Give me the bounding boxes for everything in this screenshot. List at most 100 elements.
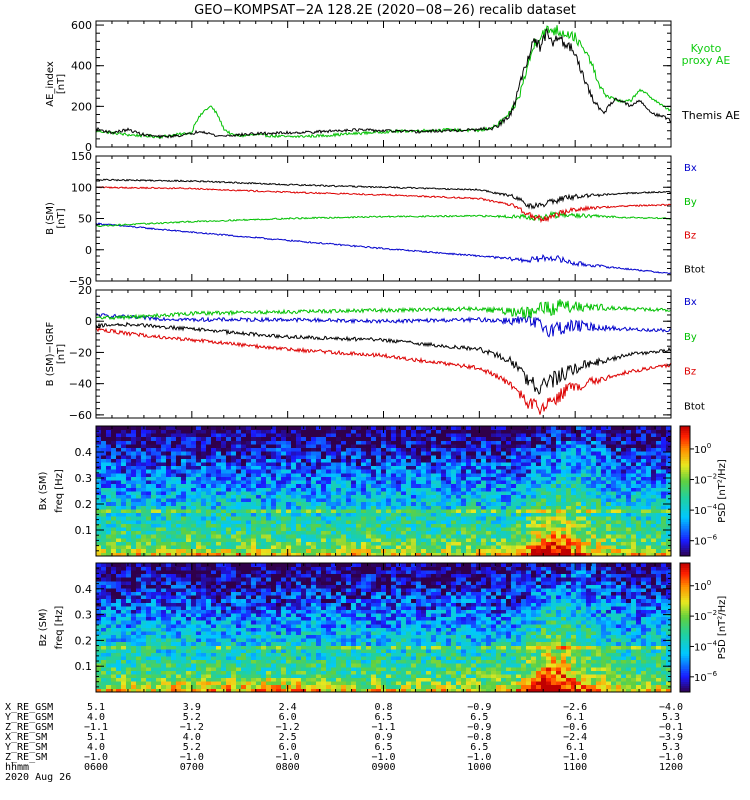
spectrogram-cell (101, 451, 107, 456)
spectrogram-cell (126, 444, 132, 449)
spectrogram-cell (426, 465, 432, 470)
spectrogram-cell (116, 534, 122, 539)
spectrogram-cell (621, 530, 627, 535)
spectrogram-cell (381, 512, 387, 517)
spectrogram-cell (196, 454, 202, 459)
spectrogram-cell (476, 541, 482, 546)
spectrogram-cell (246, 440, 252, 445)
spectrogram-cell (466, 498, 472, 503)
spectrogram-cell (546, 444, 552, 449)
spectrogram-cell (476, 487, 482, 492)
spectrogram-cell (491, 458, 497, 463)
spectrogram-cell (356, 537, 362, 542)
spectrogram-cell (441, 527, 447, 532)
spectrogram-cell (361, 541, 367, 546)
spectrogram-cell (641, 523, 647, 528)
spectrogram-cell (266, 541, 272, 546)
spectrogram-cell (326, 483, 332, 488)
spectrogram-cell (261, 545, 267, 550)
spectrogram-cell (106, 620, 112, 625)
spectrogram-cell (646, 491, 652, 496)
spectrogram-cell (481, 483, 487, 488)
spectrogram-cell (636, 509, 642, 514)
spectrogram-cell (411, 483, 417, 488)
spectrogram-cell (566, 541, 572, 546)
spectrogram-cell (661, 469, 667, 474)
spectrogram-cell (111, 627, 117, 632)
spectrogram-cell (396, 541, 402, 546)
spectrogram-cell (311, 451, 317, 456)
spectrogram-cell (96, 606, 102, 610)
spectrogram-cell (256, 494, 262, 499)
spectrogram-cell (111, 454, 117, 459)
spectrogram-cell (241, 494, 247, 499)
spectrogram-cell (136, 487, 142, 492)
spectrogram-cell (421, 519, 427, 524)
spectrogram-cell (426, 494, 432, 499)
spectrogram-cell (596, 491, 602, 496)
spectrogram-cell (301, 433, 307, 438)
spectrogram-cell (411, 436, 417, 441)
spectrogram-cell (471, 487, 477, 492)
spectrogram-cell (571, 494, 577, 499)
spectrogram-cell (666, 505, 672, 510)
spectrogram-cell (171, 519, 177, 524)
spectrogram-cell (281, 447, 287, 452)
spectrogram-cell (586, 472, 592, 477)
spectrogram-cell (171, 436, 177, 441)
spectrogram-cell (421, 476, 427, 481)
spectrogram-cell (466, 552, 472, 557)
spectrogram-cell (111, 570, 117, 575)
spectrogram-cell (431, 519, 437, 524)
spectrogram-cell (546, 541, 552, 546)
spectrogram-cell (171, 454, 177, 459)
spectrogram-cell (336, 476, 342, 481)
spectrogram-cell (451, 458, 457, 463)
spectrogram-cell (121, 609, 127, 614)
spectrogram-cell (606, 480, 612, 485)
spectrogram-cell (181, 433, 187, 438)
spectrogram-cell (101, 609, 107, 614)
spectrogram-cell (216, 548, 222, 553)
spectrogram-cell (381, 509, 387, 514)
spectrogram-cell (376, 527, 382, 532)
spectrogram-cell (441, 501, 447, 506)
spectrogram-cell (371, 512, 377, 517)
spectrogram-cell (396, 472, 402, 477)
spectrogram-cell (531, 447, 537, 452)
spectrogram-cell (411, 498, 417, 503)
spectrogram-cell (456, 545, 462, 550)
spectrogram-cell (526, 491, 532, 496)
spectrogram-cell (161, 505, 167, 510)
spectrogram-cell (436, 512, 442, 517)
spectrogram-cell (531, 548, 537, 553)
spectrogram-cell (461, 523, 467, 528)
spectrogram-cell (116, 627, 122, 632)
spectrogram-cell (151, 426, 157, 431)
spectrogram-cell (606, 433, 612, 438)
spectrogram-cell (491, 451, 497, 456)
spectrogram-cell (116, 519, 122, 524)
spectrogram-cell (451, 501, 457, 506)
spectrogram-cell (156, 465, 162, 470)
spectrogram-cell (431, 509, 437, 514)
spectrogram-cell (291, 444, 297, 449)
spectrogram-cell (506, 509, 512, 514)
spectrogram-cell (356, 530, 362, 535)
spectrogram-cell (451, 505, 457, 510)
spectrogram-cell (351, 458, 357, 463)
spectrogram-cell (111, 684, 117, 689)
spectrogram-cell (606, 476, 612, 481)
spectrogram-cell (326, 530, 332, 535)
spectrogram-cell (206, 509, 212, 514)
spectrogram-cell (351, 541, 357, 546)
spectrogram-cell (176, 487, 182, 492)
spectrogram-cell (486, 519, 492, 524)
spectrogram-cell (201, 454, 207, 459)
spectrogram-cell (156, 436, 162, 441)
spectrogram-cell (491, 469, 497, 474)
spectrogram-cell (106, 476, 112, 481)
spectrogram-cell (631, 487, 637, 492)
spectrogram-cell (331, 433, 337, 438)
spectrogram-cell (451, 487, 457, 492)
